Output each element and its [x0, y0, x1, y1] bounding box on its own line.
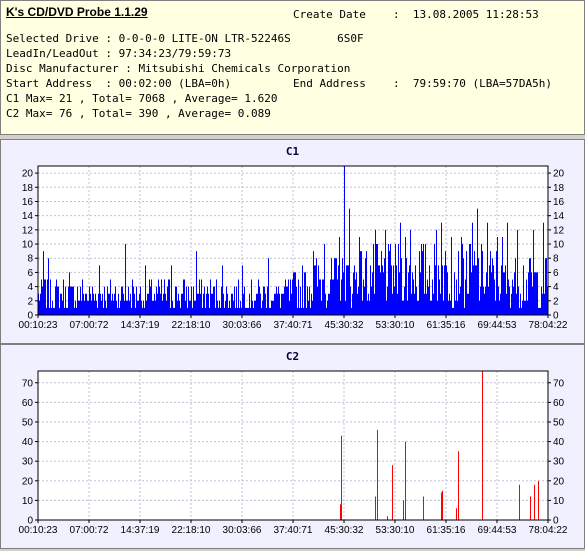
- series-bars: [340, 371, 539, 520]
- create-date-value: : 13.08.2005 11:28:53: [393, 8, 539, 21]
- y-tick-label-right: 20: [553, 169, 565, 180]
- y-tick-label-left: 16: [22, 197, 34, 208]
- y-tick-label-right: 12: [553, 225, 565, 236]
- x-tick-label: 53:30:10: [376, 320, 415, 331]
- y-tick-label-right: 60: [553, 398, 565, 409]
- disc-manufacturer: Disc Manufacturer : Mitsubishi Chemicals…: [6, 62, 351, 75]
- y-tick-label-right: 30: [553, 457, 565, 468]
- y-tick-label-right: 0: [553, 516, 559, 527]
- plot-area: [37, 370, 549, 521]
- c2-summary: C2 Max= 76 , Total= 390 , Average= 0.089: [6, 107, 271, 120]
- y-tick-label-left: 10: [22, 496, 34, 507]
- x-tick-label: 07:00:72: [70, 320, 109, 331]
- x-tick-label: 61:35:16: [427, 525, 466, 536]
- x-tick-label: 45:30:32: [325, 320, 364, 331]
- y-tick-label-left: 50: [22, 417, 34, 428]
- c2-chart-panel: C2 0 0 10 10 20 20 30 30 40 40 50 50 60 60 70 70 00:10:2…: [0, 344, 585, 549]
- x-tick-label: 53:30:10: [376, 525, 415, 536]
- c1-summary: C1 Max= 21 , Total= 7068 , Average= 1.62…: [6, 92, 278, 105]
- x-tick-label: 00:10:23: [19, 320, 58, 331]
- x-tick-label: 69:44:53: [478, 525, 517, 536]
- selected-drive: Selected Drive : 0-0-0-0 LITE-ON LTR-522…: [6, 32, 364, 45]
- y-tick-label-right: 16: [553, 197, 565, 208]
- plot-frame: [37, 370, 549, 521]
- y-tick-label-left: 12: [22, 225, 34, 236]
- x-tick-label: 14:37:19: [121, 320, 160, 331]
- y-tick-label-left: 20: [22, 169, 34, 180]
- y-tick-label-right: 18: [553, 183, 565, 194]
- y-tick-label-left: 40: [22, 437, 34, 448]
- y-tick-label-left: 30: [22, 457, 34, 468]
- leadin-leadout: LeadIn/LeadOut : 97:34:23/79:59:73: [6, 47, 232, 60]
- create-date-label: Create Date: [293, 8, 366, 21]
- x-tick-label: 22:18:10: [172, 320, 211, 331]
- y-tick-label-left: 70: [22, 378, 34, 389]
- series-bars: [38, 166, 548, 315]
- y-tick-label-right: 70: [553, 378, 565, 389]
- info-panel: K's CD/DVD Probe 1.1.29 Create Date : 13…: [0, 0, 585, 135]
- x-tick-label: 61:35:16: [427, 320, 466, 331]
- y-tick-label-right: 4: [553, 282, 559, 293]
- x-tick-label: 00:10:23: [19, 525, 58, 536]
- y-tick-label-right: 50: [553, 417, 565, 428]
- y-tick-label-left: 18: [22, 183, 34, 194]
- plot-frame: [37, 165, 549, 316]
- x-tick-label: 45:30:32: [325, 525, 364, 536]
- x-tick-label: 69:44:53: [478, 320, 517, 331]
- y-tick-label-right: 6: [553, 268, 559, 279]
- y-tick-label-left: 2: [27, 296, 33, 307]
- x-tick-label: 78:04:22: [529, 320, 568, 331]
- start-address: Start Address : 00:02:00 (LBA=0h): [6, 77, 232, 90]
- y-tick-label-left: 0: [27, 311, 33, 322]
- c2-chart: 0 0 10 10 20 20 30 30 40 40 50 50 60 60 70 70 00:10:23 07…: [19, 370, 568, 536]
- y-tick-label-left: 0: [27, 516, 33, 527]
- x-tick-label: 07:00:72: [70, 525, 109, 536]
- y-tick-label-right: 0: [553, 311, 559, 322]
- c1-chart-panel: C1 0 0 2 2 4 4 6 6 8 8 10 10 12 12 14 14 16 16 18 18 20 20 00:…: [0, 139, 585, 344]
- x-tick-label: 37:40:71: [274, 320, 313, 331]
- x-tick-label: 78:04:22: [529, 525, 568, 536]
- c1-chart-title: C1: [285, 145, 300, 158]
- y-tick-label-left: 6: [27, 268, 33, 279]
- x-tick-label: 22:18:10: [172, 525, 211, 536]
- y-tick-label-left: 8: [27, 254, 33, 265]
- y-tick-label-right: 14: [553, 211, 565, 222]
- x-tick-label: 14:37:19: [121, 525, 160, 536]
- y-tick-label-right: 40: [553, 437, 565, 448]
- y-tick-label-right: 2: [553, 296, 559, 307]
- y-tick-label-left: 60: [22, 398, 34, 409]
- y-tick-label-left: 20: [22, 476, 34, 487]
- c2-chart-title: C2: [285, 350, 300, 363]
- y-tick-label-left: 14: [22, 211, 34, 222]
- app-title: K's CD/DVD Probe 1.1.29: [6, 5, 148, 19]
- end-address-label: End Address: [293, 77, 366, 90]
- x-tick-label: 37:40:71: [274, 525, 313, 536]
- x-tick-label: 30:03:66: [223, 320, 262, 331]
- y-tick-label-right: 20: [553, 476, 565, 487]
- x-tick-label: 30:03:66: [223, 525, 262, 536]
- y-tick-label-right: 10: [553, 496, 565, 507]
- y-tick-label-left: 4: [27, 282, 33, 293]
- y-tick-label-right: 8: [553, 254, 559, 265]
- c1-chart: 0 0 2 2 4 4 6 6 8 8 10 10 12 12 14 14 16 16 18 18 20 20 00:10:…: [19, 165, 568, 331]
- end-address-value: : 79:59:70 (LBA=57DA5h): [393, 77, 552, 90]
- y-tick-label-left: 10: [22, 240, 34, 251]
- y-tick-label-right: 10: [553, 240, 565, 251]
